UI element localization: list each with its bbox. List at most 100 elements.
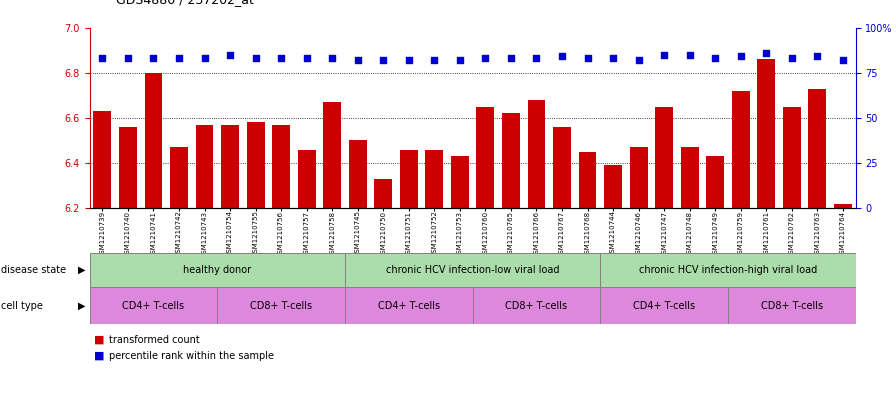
- Point: [759, 50, 773, 56]
- Bar: [681, 147, 699, 208]
- Point: [146, 55, 160, 61]
- Text: GSM1210765: GSM1210765: [508, 211, 514, 257]
- Text: ▶: ▶: [78, 265, 85, 275]
- Text: CD4+ T-cells: CD4+ T-cells: [123, 301, 185, 310]
- Text: GSM1210742: GSM1210742: [176, 211, 182, 257]
- Point: [427, 57, 442, 63]
- Bar: [553, 127, 571, 208]
- Text: GSM1210752: GSM1210752: [431, 211, 437, 257]
- Bar: [834, 204, 852, 208]
- Bar: [246, 122, 264, 208]
- Bar: [90, 287, 218, 324]
- Bar: [297, 149, 315, 208]
- Text: ▶: ▶: [78, 301, 85, 310]
- Text: GSM1210763: GSM1210763: [814, 211, 821, 258]
- Text: chronic HCV infection-low viral load: chronic HCV infection-low viral load: [386, 265, 559, 275]
- Bar: [579, 152, 597, 208]
- Point: [683, 51, 697, 58]
- Point: [606, 55, 620, 61]
- Text: cell type: cell type: [1, 301, 43, 310]
- Text: GSM1210767: GSM1210767: [559, 211, 565, 258]
- Point: [504, 55, 518, 61]
- Bar: [706, 156, 724, 208]
- Text: GSM1210740: GSM1210740: [125, 211, 131, 257]
- Point: [836, 57, 850, 63]
- Text: GSM1210754: GSM1210754: [227, 211, 233, 257]
- Point: [376, 57, 391, 63]
- Point: [325, 55, 340, 61]
- Bar: [655, 107, 673, 208]
- Bar: [477, 107, 495, 208]
- Text: GSM1210743: GSM1210743: [202, 211, 208, 257]
- Text: GSM1210741: GSM1210741: [151, 211, 157, 257]
- Point: [197, 55, 211, 61]
- Text: chronic HCV infection-high viral load: chronic HCV infection-high viral load: [639, 265, 817, 275]
- Text: CD4+ T-cells: CD4+ T-cells: [378, 301, 440, 310]
- Text: GSM1210746: GSM1210746: [635, 211, 642, 257]
- Text: CD4+ T-cells: CD4+ T-cells: [633, 301, 695, 310]
- Point: [810, 53, 824, 60]
- Point: [555, 53, 569, 60]
- Bar: [272, 125, 290, 208]
- Text: GSM1210745: GSM1210745: [355, 211, 361, 257]
- Text: ■: ■: [94, 351, 105, 361]
- Text: GSM1210762: GSM1210762: [788, 211, 795, 257]
- Point: [581, 55, 595, 61]
- Bar: [757, 59, 775, 208]
- Point: [530, 55, 544, 61]
- Bar: [90, 253, 345, 287]
- Bar: [218, 287, 345, 324]
- Bar: [119, 127, 137, 208]
- Point: [452, 57, 467, 63]
- Text: transformed count: transformed count: [109, 335, 200, 345]
- Bar: [426, 149, 444, 208]
- Bar: [170, 147, 188, 208]
- Point: [734, 53, 748, 60]
- Text: GSM1210744: GSM1210744: [610, 211, 616, 257]
- Point: [121, 55, 135, 61]
- Bar: [451, 156, 469, 208]
- Bar: [502, 113, 520, 208]
- Text: GSM1210750: GSM1210750: [380, 211, 386, 257]
- Bar: [221, 125, 239, 208]
- Bar: [732, 91, 750, 208]
- Text: GSM1210759: GSM1210759: [737, 211, 744, 257]
- Text: ■: ■: [94, 335, 105, 345]
- Bar: [783, 107, 801, 208]
- Point: [299, 55, 314, 61]
- Point: [274, 55, 289, 61]
- Bar: [728, 287, 856, 324]
- Bar: [345, 253, 600, 287]
- Bar: [604, 165, 622, 208]
- Text: GSM1210766: GSM1210766: [533, 211, 539, 258]
- Text: GSM1210753: GSM1210753: [457, 211, 463, 257]
- Text: percentile rank within the sample: percentile rank within the sample: [109, 351, 274, 361]
- Text: GSM1210760: GSM1210760: [482, 211, 488, 258]
- Point: [785, 55, 799, 61]
- Bar: [93, 111, 111, 208]
- Text: GSM1210751: GSM1210751: [406, 211, 412, 257]
- Bar: [345, 287, 473, 324]
- Point: [95, 55, 109, 61]
- Text: CD8+ T-cells: CD8+ T-cells: [505, 301, 567, 310]
- Bar: [323, 102, 341, 208]
- Bar: [144, 73, 162, 208]
- Point: [657, 51, 671, 58]
- Text: GSM1210755: GSM1210755: [253, 211, 259, 257]
- Text: CD8+ T-cells: CD8+ T-cells: [761, 301, 823, 310]
- Text: GSM1210739: GSM1210739: [99, 211, 106, 258]
- Point: [172, 55, 186, 61]
- Text: GSM1210768: GSM1210768: [584, 211, 590, 258]
- Point: [248, 55, 263, 61]
- Text: GSM1210761: GSM1210761: [763, 211, 770, 258]
- Point: [401, 57, 416, 63]
- Text: GSM1210748: GSM1210748: [686, 211, 693, 257]
- Text: GSM1210764: GSM1210764: [840, 211, 846, 257]
- Bar: [375, 179, 392, 208]
- Bar: [600, 287, 728, 324]
- Bar: [195, 125, 213, 208]
- Text: GSM1210749: GSM1210749: [712, 211, 719, 257]
- Bar: [630, 147, 648, 208]
- Text: healthy donor: healthy donor: [183, 265, 252, 275]
- Bar: [808, 88, 826, 208]
